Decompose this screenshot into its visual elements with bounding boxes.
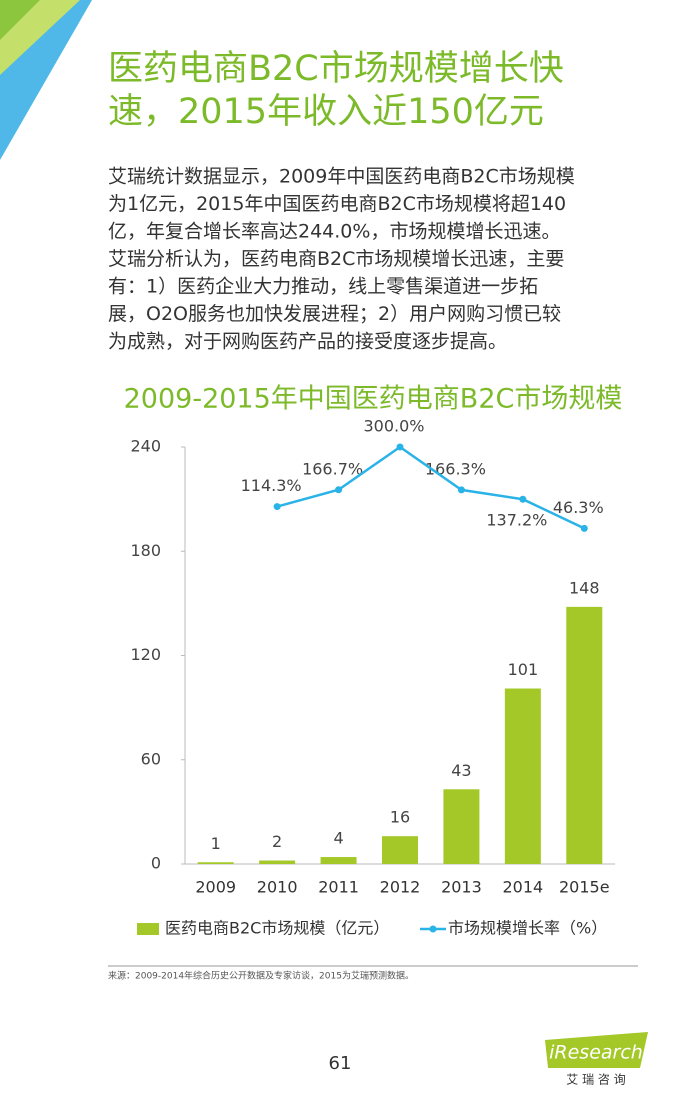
data-label: 4 [333, 829, 343, 848]
x-tick-label: 2009 [195, 878, 236, 897]
point [457, 486, 465, 494]
bar [382, 836, 418, 864]
x-tick-label: 2015e [559, 878, 610, 897]
data-label: 101 [508, 660, 539, 679]
data-label: 148 [569, 578, 600, 597]
point [396, 443, 404, 451]
logo: iResearch [549, 1042, 643, 1064]
chart-title: 2009-2015年中国医药电商B2C市场规模 [124, 384, 623, 415]
bar [443, 789, 480, 864]
data-label: 166.3% [425, 459, 486, 478]
source: 来源：2009-2014年综合历史公开数据及专家访谈，2015为艾瑞预测数据。 [108, 970, 414, 982]
logo-bg [545, 1032, 648, 1068]
data-label: 300.0% [363, 417, 424, 436]
x-tick-label: 2013 [441, 878, 482, 897]
legend-label: 医药电商B2C市场规模（亿元） [165, 919, 389, 938]
bar [197, 862, 234, 864]
bar [504, 688, 541, 864]
paragraph-line: 为成熟，对于网购医药产品的接受度逐步提高。 [108, 331, 507, 353]
point [335, 486, 343, 494]
paragraph-line: 艾瑞分析认为，医药电商B2C市场规模增长迅速，主要 [108, 248, 564, 270]
logo-sub: 艾 瑞 咨 询 [566, 1072, 625, 1087]
legend-label: 市场规模增长率（%） [448, 919, 607, 938]
data-label: 43 [451, 761, 471, 780]
line [276, 445, 585, 530]
title: 速，2015年收入近150亿元 [108, 92, 544, 132]
paragraph-line: 为1亿元，2015年中国医药电商B2C市场规模将超140 [108, 193, 566, 215]
x-tick-label: 2014 [502, 878, 543, 897]
paragraph-line: 展，O2O服务也加快发展进程；2）用户网购习惯已较 [108, 303, 561, 325]
paragraph-line: 艾瑞统计数据显示，2009年中国医药电商B2C市场规模 [108, 166, 575, 188]
page-number: 61 [329, 1053, 352, 1074]
legend-swatch [137, 923, 159, 935]
bar [566, 606, 603, 864]
corner-decoration [0, 0, 92, 160]
data-label: 166.7% [302, 459, 363, 478]
paragraph-line: 有：1）医药企业大力推动，线上零售渠道进一步拓 [108, 276, 538, 298]
y-tick-label: 120 [130, 645, 161, 664]
data-label: 1 [211, 834, 221, 853]
title: 医药电商B2C市场规模增长快 [108, 49, 564, 89]
y-tick-label: 240 [130, 437, 161, 456]
paragraph-line: 亿，年复合增长率高达244.0%，市场规模增长迅速。 [108, 221, 560, 243]
point [519, 495, 527, 503]
y-tick-label: 0 [151, 854, 161, 873]
data-label: 2 [272, 832, 282, 851]
data-label: 137.2% [486, 511, 547, 530]
x-tick-label: 2012 [380, 878, 421, 897]
x-tick-label: 2010 [257, 878, 298, 897]
x-tick-label: 2011 [318, 878, 359, 897]
point [580, 524, 588, 532]
data-label: 46.3% [553, 498, 604, 517]
data-label: 114.3% [241, 476, 302, 495]
data-label: 16 [390, 808, 410, 827]
y-tick-label: 180 [130, 541, 161, 560]
legend-swatch [429, 925, 437, 933]
y-tick-label: 60 [141, 749, 161, 768]
bar [320, 857, 357, 864]
point [273, 503, 281, 511]
bar [259, 860, 296, 864]
